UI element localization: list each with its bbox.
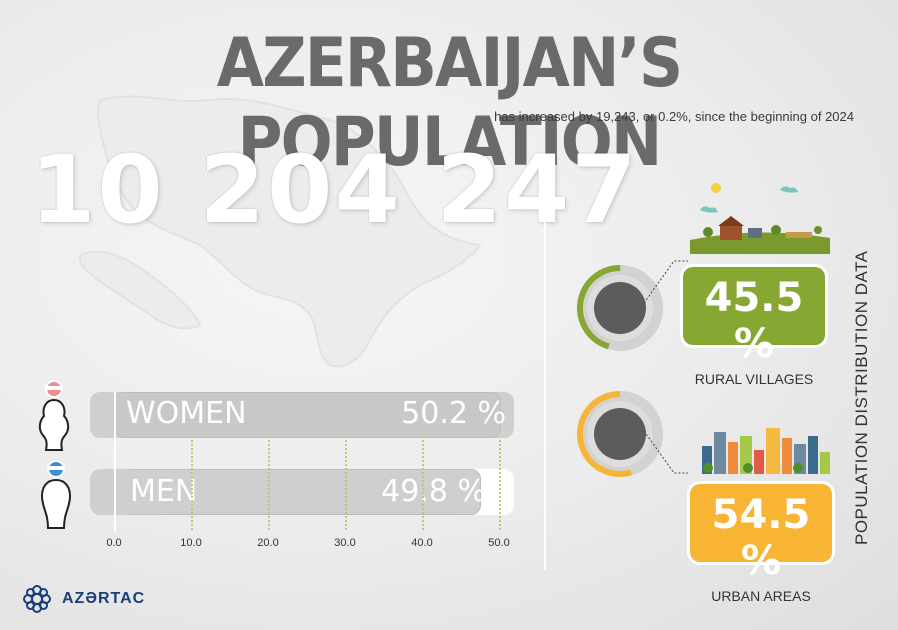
- man-icon: [40, 460, 72, 529]
- rural-donut: [577, 265, 663, 351]
- axis-tick-label: 30.0: [334, 537, 356, 549]
- rural-value: 45.5 %: [704, 275, 804, 367]
- distribution-title: POPULATION DISTRIBUTION DATA: [852, 250, 871, 545]
- rural-arc: [577, 265, 663, 351]
- men-bar-left: [90, 469, 130, 515]
- axis-tick-label: 20.0: [257, 537, 279, 549]
- gridline: [345, 440, 347, 530]
- rural-label: RURAL VILLAGES: [694, 371, 814, 387]
- village-icon: [690, 183, 830, 254]
- women-label: WOMEN: [126, 396, 247, 431]
- city-icon: [702, 428, 830, 474]
- gridline: [191, 440, 193, 530]
- urban-donut: [577, 391, 663, 477]
- gridline: [499, 440, 501, 530]
- subtitle: has increased by 19,243, or 0.2%, since …: [494, 109, 854, 124]
- urban-value: 54.5 %: [711, 492, 811, 584]
- men-value: 49.8 %: [381, 474, 486, 509]
- azertac-logo-icon: [23, 585, 51, 613]
- urban-box: 54.5 % URBAN AREAS: [690, 484, 832, 604]
- woman-icon: [38, 380, 70, 451]
- women-value: 50.2 %: [401, 396, 506, 431]
- gridline: [268, 440, 270, 530]
- section-divider: [544, 180, 546, 570]
- axis-baseline: [114, 392, 116, 532]
- axis-tick-label: 0.0: [106, 537, 122, 549]
- total-population: 10 204 247: [30, 136, 639, 245]
- rural-box: 45.5 % RURAL VILLAGES: [683, 267, 825, 387]
- azertac-logo-text: AZƏRTAC: [62, 590, 146, 607]
- axis-tick-label: 50.0: [488, 537, 510, 549]
- page-title: AZERBAIJAN’S POPULATION: [216, 24, 683, 182]
- women-bar: [114, 392, 501, 438]
- azerbaijan-map-icon: [78, 95, 482, 368]
- axis-tick-label: 40.0: [411, 537, 433, 549]
- urban-label: URBAN AREAS: [711, 588, 811, 604]
- men-label: MEN: [130, 474, 198, 509]
- axis-tick-label: 10.0: [180, 537, 202, 549]
- connector-lines: [643, 260, 688, 474]
- men-bar: [114, 469, 482, 515]
- gridline: [422, 440, 424, 530]
